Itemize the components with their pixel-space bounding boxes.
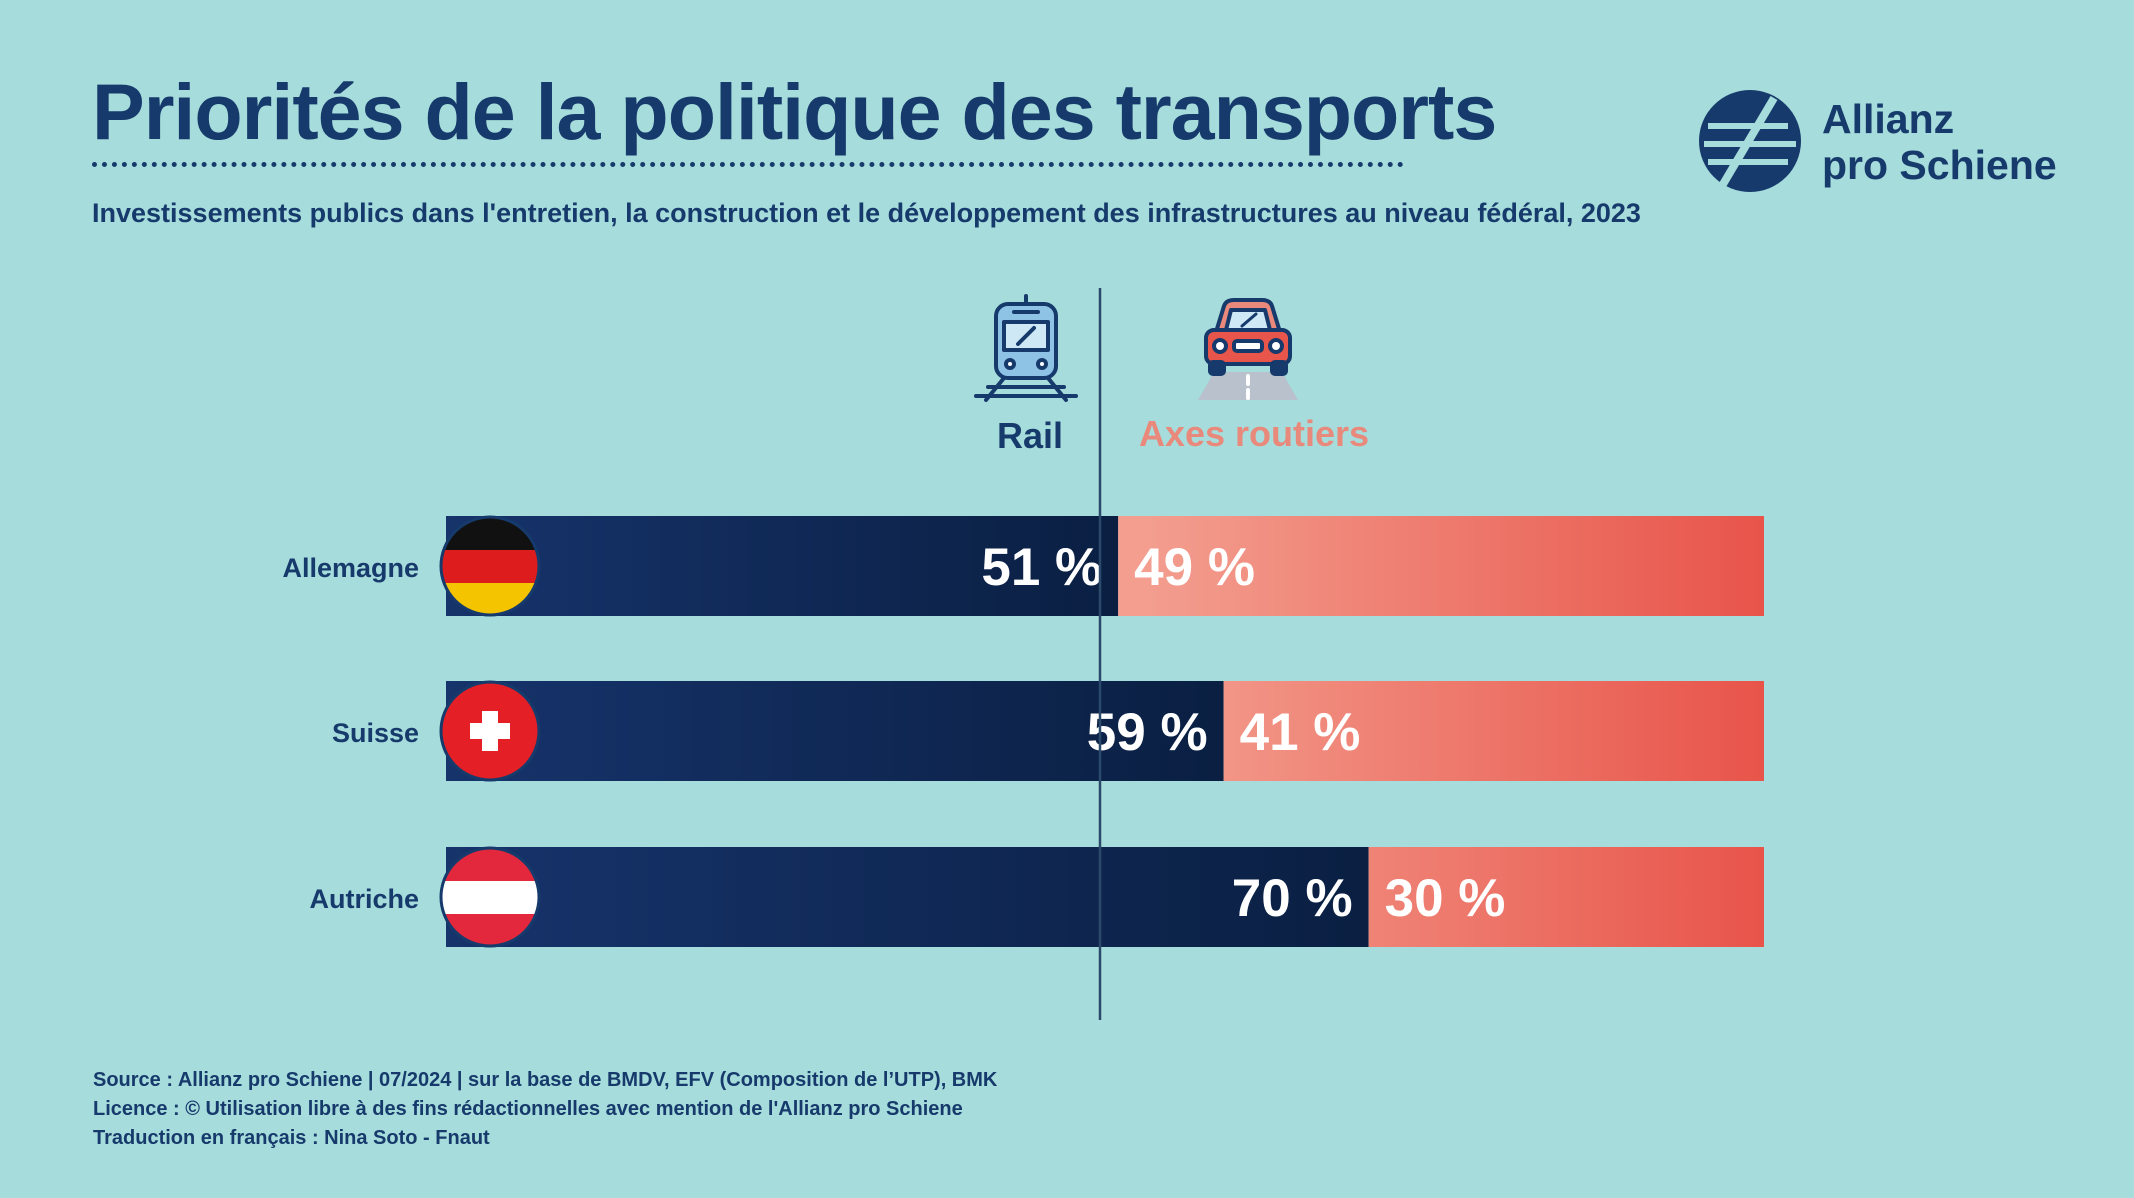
value-label-road-autriche: 30 % (1385, 869, 1506, 928)
car-icon (1198, 298, 1298, 400)
value-label-rail-autriche: 70 % (1232, 869, 1353, 928)
logo-line-1: Allianz (1822, 96, 1955, 142)
page-title: Priorités de la politique des transports (92, 67, 1497, 156)
logo-text: Allianz pro Schiene (1822, 96, 2057, 188)
bar-rail-allemagne (446, 516, 1119, 616)
page-subtitle: Investissements publics dans l'entretien… (92, 198, 1641, 228)
footer-source: Source : Allianz pro Schiene | 07/2024 |… (93, 1069, 998, 1091)
title-divider (92, 162, 1404, 167)
flag-austria-icon (439, 846, 541, 948)
train-icon (974, 294, 1078, 402)
bar-row-allemagne: 51 % 49 % (446, 516, 1764, 616)
value-label-road-suisse: 41 % (1240, 703, 1361, 762)
footer-translation: Traduction en français : Nina Soto - Fna… (93, 1127, 490, 1149)
allianz-pro-schiene-logo: Allianz pro Schiene (1696, 86, 2057, 196)
category-label-autriche: Autriche (309, 884, 419, 914)
bar-road-autriche (1368, 847, 1764, 947)
value-label-road-allemagne: 49 % (1134, 538, 1255, 597)
category-label-suisse: Suisse (332, 718, 419, 748)
bar-rail-suisse (446, 681, 1224, 781)
category-label-allemagne: Allemagne (282, 553, 419, 583)
logo-emblem-icon (1699, 90, 1801, 192)
footer-license: Licence : © Utilisation libre à des fins… (93, 1098, 963, 1120)
value-label-rail-suisse: 59 % (1087, 703, 1208, 762)
bar-road-allemagne (1118, 516, 1764, 616)
logo-line-2: pro Schiene (1822, 142, 2057, 188)
flag-switzerland-icon (439, 680, 541, 782)
bar-row-suisse: 59 % 41 % (446, 681, 1764, 781)
flag-germany-icon (439, 515, 541, 617)
bar-row-autriche: 70 % 30 % (446, 847, 1764, 947)
footer-notes: Source : Allianz pro Schiene | 07/2024 |… (93, 1066, 997, 1153)
value-label-rail-allemagne: 51 % (981, 538, 1102, 597)
series-label-rail: Rail (997, 415, 1063, 456)
bar-rail-autriche (446, 847, 1369, 947)
series-label-road: Axes routiers (1139, 413, 1369, 454)
bar-road-suisse (1223, 681, 1764, 781)
